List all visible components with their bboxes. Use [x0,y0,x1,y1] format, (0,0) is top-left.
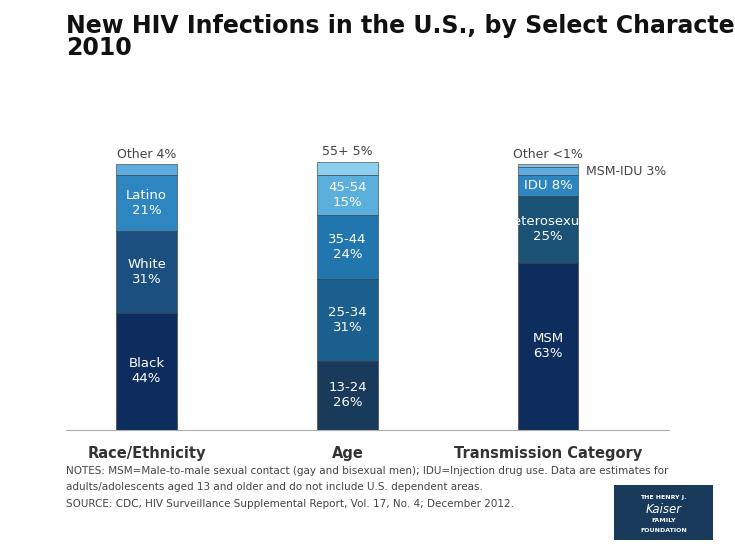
Text: Black
44%: Black 44% [129,358,165,385]
Text: MSM
63%: MSM 63% [533,332,564,360]
Bar [518,167,578,175]
Bar [518,263,578,430]
Text: 25-34
31%: 25-34 31% [328,306,367,334]
Text: Kaiser: Kaiser [645,503,681,516]
Bar [116,165,176,175]
Text: MSM-IDU 3%: MSM-IDU 3% [587,165,667,177]
Bar [518,175,578,196]
Text: 2010: 2010 [66,36,132,60]
Text: Other <1%: Other <1% [513,148,584,160]
Text: THE HENRY J.: THE HENRY J. [640,494,686,500]
Bar [518,196,578,263]
Text: Heterosexual
25%: Heterosexual 25% [504,215,592,244]
Text: 35-44
24%: 35-44 24% [328,233,367,261]
Text: 45-54
15%: 45-54 15% [328,181,367,209]
Text: IDU 8%: IDU 8% [524,179,573,192]
Text: adults/adolescents aged 13 and older and do not include U.S. dependent areas.: adults/adolescents aged 13 and older and… [66,482,483,492]
Text: Other 4%: Other 4% [117,148,176,160]
Bar [318,361,378,430]
Text: Latino
21%: Latino 21% [126,189,167,217]
Text: NOTES: MSM=Male-to-male sexual contact (gay and bisexual men); IDU=Injection dru: NOTES: MSM=Male-to-male sexual contact (… [66,466,669,476]
Bar [318,175,378,215]
Bar [116,175,176,231]
Bar [318,215,378,279]
Text: 13-24
26%: 13-24 26% [328,381,367,409]
Bar [318,162,378,175]
Text: New HIV Infections in the U.S., by Select Characteristics,: New HIV Infections in the U.S., by Selec… [66,14,735,38]
Bar [116,231,176,313]
Text: FOUNDATION: FOUNDATION [640,527,686,533]
Bar [116,313,176,430]
Text: FAMILY: FAMILY [651,517,675,523]
Bar [518,165,578,167]
Text: SOURCE: CDC, HIV Surveillance Supplemental Report, Vol. 17, No. 4; December 2012: SOURCE: CDC, HIV Surveillance Supplement… [66,499,514,509]
Text: 55+ 5%: 55+ 5% [322,145,373,158]
Bar [318,279,378,361]
Text: White
31%: White 31% [127,258,166,286]
